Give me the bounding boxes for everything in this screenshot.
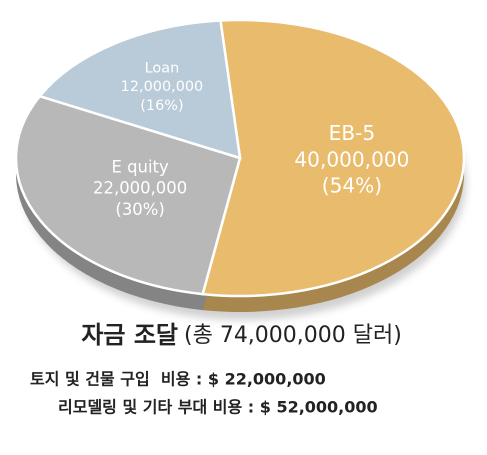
value-label: 12,000,000	[121, 79, 204, 95]
chart-title: 자금 조달	[81, 321, 178, 349]
slice-label: E quity	[112, 157, 169, 176]
slice-label: Loan	[145, 60, 180, 76]
note: 토지 및 건물 구입 비용 : $ 22,000,000	[30, 370, 326, 389]
value-label: 40,000,000	[294, 147, 409, 171]
pie-slice	[201, 18, 466, 298]
pie-slice	[37, 19, 242, 160]
chart-subtitle: (총 74,000,000 달러)	[184, 323, 402, 348]
percent-label: (54%)	[322, 173, 382, 197]
pie-slice	[14, 94, 242, 296]
percent-label: (30%)	[115, 200, 164, 219]
note: 리모델링 및 기타 부대 비용 : $ 52,000,000	[58, 398, 378, 417]
pie: EB-540,000,000(54%) E quity 22,000,000 (30%…	[14, 18, 466, 312]
slice-label: EB-5	[329, 121, 376, 145]
percent-label: (16%)	[140, 98, 183, 114]
value-label: 22,000,000	[93, 179, 187, 198]
